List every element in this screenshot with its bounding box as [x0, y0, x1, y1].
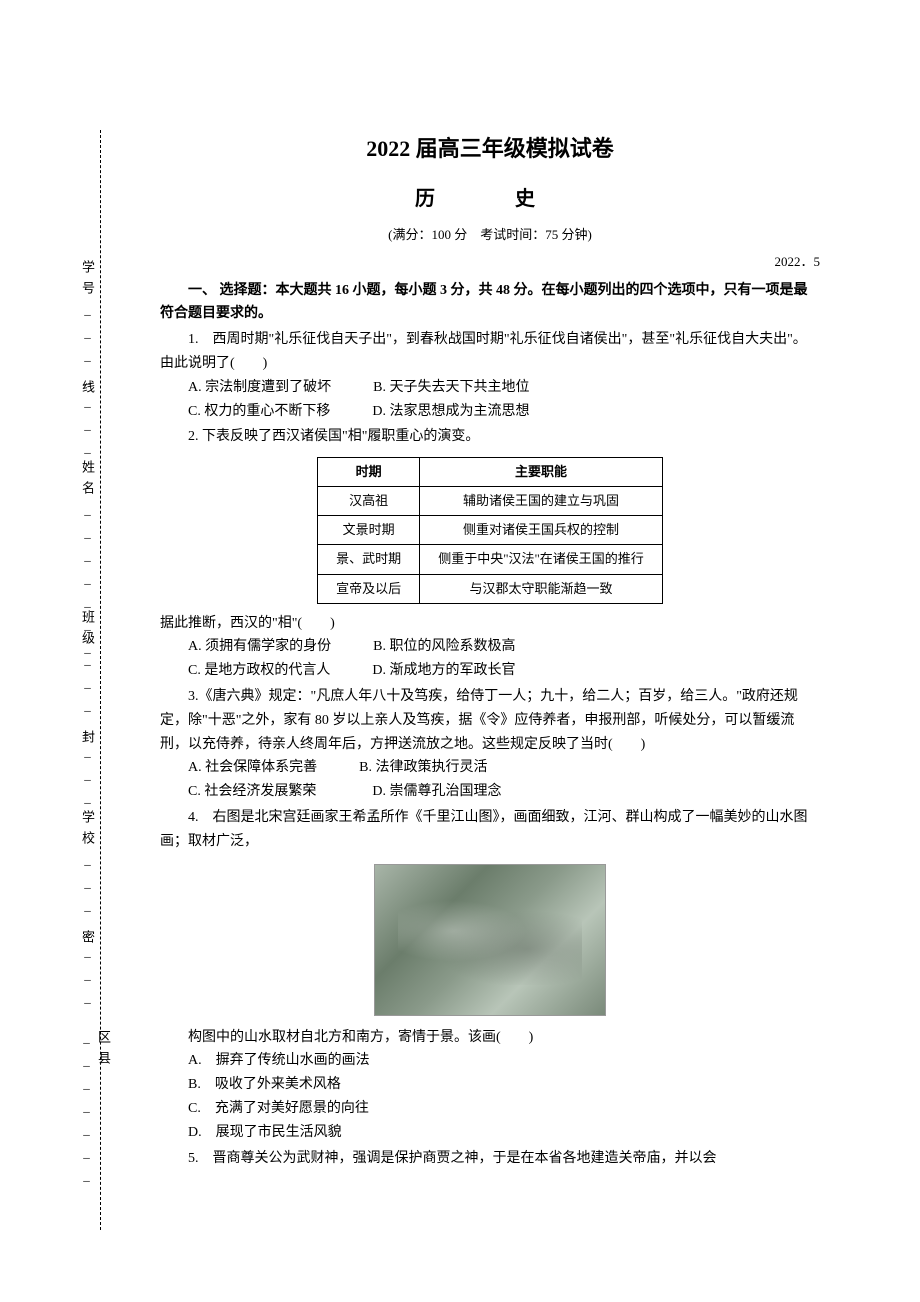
- q3-optD: D. 崇儒尊孔治国理念: [372, 784, 501, 799]
- q1-optB: B. 天子失去天下共主地位: [373, 380, 529, 395]
- q2-r3c1: 与汉郡太守职能渐趋一致: [420, 574, 663, 603]
- sidebar-studentid: 学号_______: [78, 260, 97, 463]
- exam-subject: 历 史: [160, 182, 820, 216]
- q2-table: 时期 主要职能 汉高祖 辅助诸侯王国的建立与巩固 文景时期 侧重对诸侯王国兵权的…: [317, 457, 663, 603]
- q4-optA: A. 摒弃了传统山水画的画法: [160, 1049, 820, 1073]
- q2-th-function: 主要职能: [420, 458, 663, 487]
- q2-r1c0: 文景时期: [318, 516, 420, 545]
- q1-optD: D. 法家思想成为主流思想: [372, 404, 529, 419]
- q1-options-ab: A. 宗法制度遭到了破坏 B. 天子失去天下共主地位: [160, 376, 820, 400]
- sidebar-district: 区县_______: [78, 1030, 113, 1230]
- q2-r0c0: 汉高祖: [318, 487, 420, 516]
- q4-optB: B. 吸收了外来美术风格: [160, 1073, 820, 1097]
- q2-th-period: 时期: [318, 458, 420, 487]
- q2-r1c1: 侧重对诸侯王国兵权的控制: [420, 516, 663, 545]
- q1-options-cd: C. 权力的重心不断下移 D. 法家思想成为主流思想: [160, 400, 820, 424]
- exam-content: 2022 届高三年级模拟试卷 历 史 (满分：100 分 考试时间：75 分钟)…: [160, 130, 820, 1170]
- q2-followup: 据此推断，西汉的"相"( ): [160, 612, 820, 636]
- q3-text: 3.《唐六典》规定："凡庶人年八十及笃疾，给侍丁一人；九十，给二人；百岁，给三人…: [160, 685, 820, 756]
- sidebar-school: 学校_______: [78, 810, 97, 1013]
- exam-info: (满分：100 分 考试时间：75 分钟): [160, 224, 820, 246]
- exam-sidebar: 区县_______ 密 学校_______ 封 班级_______ 姓名____…: [70, 130, 101, 1230]
- q2-optB: B. 职位的风险系数极高: [373, 639, 515, 654]
- q3-optA: A. 社会保障体系完善: [188, 760, 317, 775]
- q2-options-cd: C. 是地方政权的代言人 D. 渐成地方的军政长官: [160, 659, 820, 683]
- q2-optA: A. 须拥有儒学家的身份: [188, 639, 331, 654]
- q2-optC: C. 是地方政权的代言人: [188, 663, 330, 678]
- q4-optD: D. 展现了市民生活风貌: [160, 1121, 820, 1145]
- q4-optC: C. 充满了对美好愿景的向往: [160, 1097, 820, 1121]
- q2-r3c0: 宣帝及以后: [318, 574, 420, 603]
- q1-optC: C. 权力的重心不断下移: [188, 404, 330, 419]
- q3-optC: C. 社会经济发展繁荣: [188, 784, 316, 799]
- q5-text: 5. 晋商尊关公为武财神，强调是保护商贾之神，于是在本省各地建造关帝庙，并以会: [160, 1147, 820, 1171]
- q4-text: 4. 右图是北宋宫廷画家王希孟所作《千里江山图》，画面细致，江河、群山构成了一幅…: [160, 806, 820, 854]
- q1-optA: A. 宗法制度遭到了破坏: [188, 380, 331, 395]
- q4-painting-image: [374, 864, 606, 1016]
- sidebar-name: 姓名_______: [78, 460, 97, 663]
- q1-text: 1. 西周时期"礼乐征伐自天子出"，到春秋战国时期"礼乐征伐自诸侯出"，甚至"礼…: [160, 328, 820, 376]
- q3-options-cd: C. 社会经济发展繁荣 D. 崇儒尊孔治国理念: [160, 780, 820, 804]
- exam-date: 2022．5: [160, 251, 820, 273]
- q2-r0c1: 辅助诸侯王国的建立与巩固: [420, 487, 663, 516]
- q2-r2c0: 景、武时期: [318, 545, 420, 574]
- q3-optB: B. 法律政策执行灵活: [359, 760, 487, 775]
- exam-title: 2022 届高三年级模拟试卷: [160, 130, 820, 167]
- q4-followup: 构图中的山水取材自北方和南方，寄情于景。该画( ): [160, 1026, 820, 1050]
- q3-options-ab: A. 社会保障体系完善 B. 法律政策执行灵活: [160, 756, 820, 780]
- q2-text: 2. 下表反映了西汉诸侯国"相"履职重心的演变。: [160, 425, 820, 449]
- section1-header: 一、 选择题：本大题共 16 小题，每小题 3 分，共 48 分。在每小题列出的…: [160, 279, 820, 327]
- q2-options-ab: A. 须拥有儒学家的身份 B. 职位的风险系数极高: [160, 635, 820, 659]
- q2-r2c1: 侧重于中央"汉法"在诸侯王国的推行: [420, 545, 663, 574]
- q2-optD: D. 渐成地方的军政长官: [372, 663, 515, 678]
